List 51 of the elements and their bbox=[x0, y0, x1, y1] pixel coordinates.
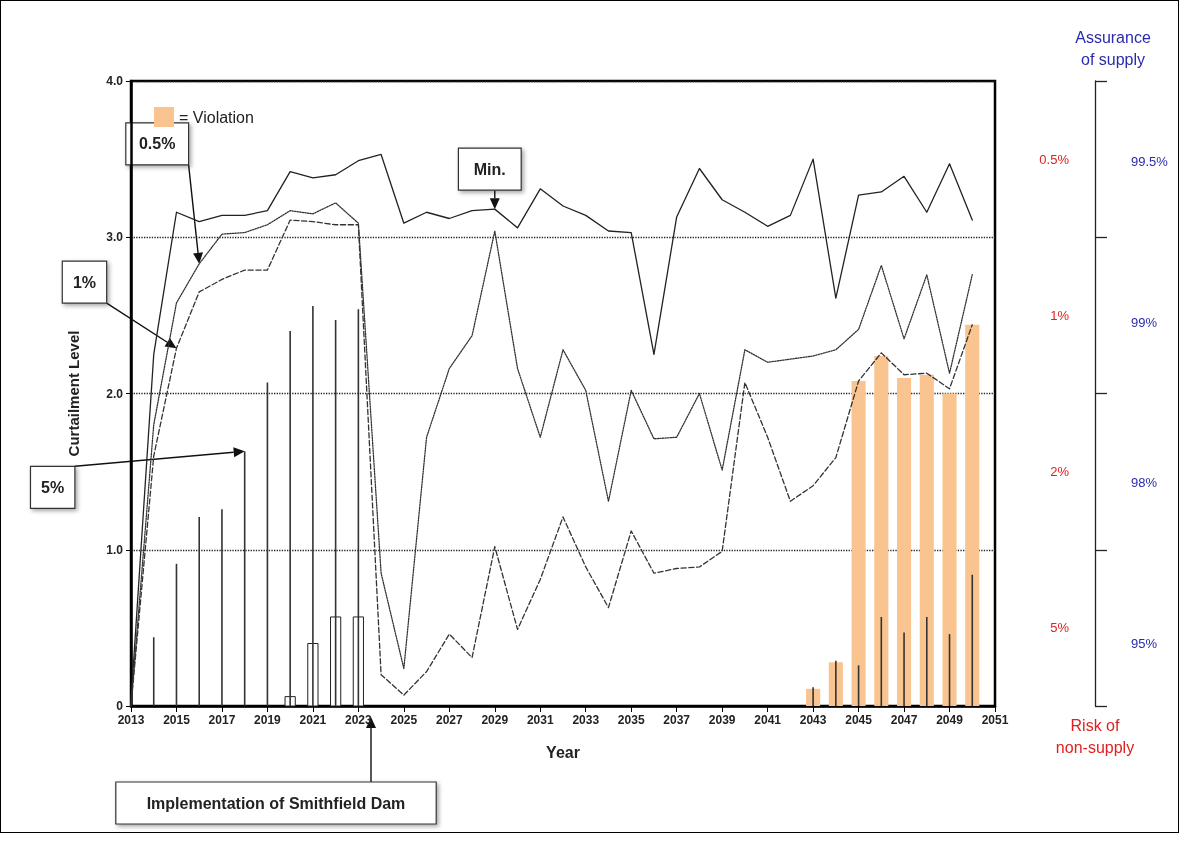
text: 99% bbox=[1131, 314, 1158, 330]
x-tick-label: 2025 bbox=[390, 713, 418, 727]
bar bbox=[965, 324, 980, 706]
x-tick-label: 2017 bbox=[208, 713, 236, 727]
x-tick-label: 2013 bbox=[117, 713, 145, 727]
y2-axis-title: Risk of non-supply bbox=[1055, 716, 1135, 756]
x-tick-label: 2019 bbox=[254, 713, 282, 727]
y-tick-label: 1.0 bbox=[106, 542, 124, 557]
x-tick-label: 2031 bbox=[526, 713, 554, 727]
text: Min. bbox=[473, 160, 506, 178]
x-tick-label: 2047 bbox=[890, 713, 918, 727]
y-tick-label: 3.0 bbox=[106, 230, 124, 245]
bar bbox=[897, 377, 912, 706]
x-tick-label: 2037 bbox=[663, 713, 691, 727]
text: 95% bbox=[1131, 635, 1158, 651]
x-tick-label: 2035 bbox=[617, 713, 645, 727]
y-tick-label: 2.0 bbox=[106, 386, 124, 401]
x-tick-label: 2027 bbox=[435, 713, 463, 727]
category-label: 5% bbox=[1050, 620, 1069, 636]
text: 98% bbox=[1131, 474, 1158, 490]
text: 99.5% bbox=[1131, 153, 1169, 169]
category-label: 0.5% bbox=[1039, 151, 1069, 167]
x-tick-label: 2039 bbox=[708, 713, 736, 727]
y-tick-label: 0 bbox=[116, 699, 124, 713]
text: 0.5% bbox=[138, 135, 176, 153]
text: Implementation of Smithfield Dam bbox=[146, 794, 406, 812]
legend-label: = Violation bbox=[179, 108, 254, 126]
x-tick-label: 2029 bbox=[481, 713, 509, 727]
bar bbox=[874, 356, 889, 706]
bar bbox=[352, 616, 364, 707]
text: 5% bbox=[41, 478, 65, 496]
x-tick-label: 2045 bbox=[845, 713, 873, 727]
y-axis-title: Curtailment Level bbox=[65, 330, 82, 457]
text: 1% bbox=[72, 273, 97, 291]
x-tick-label: 2015 bbox=[163, 713, 191, 727]
x-tick-label: 2049 bbox=[936, 713, 964, 727]
x-tick-label: 2023 bbox=[345, 713, 373, 727]
y-tick-label: 4.0 bbox=[106, 74, 124, 88]
x-tick-label: 2041 bbox=[754, 713, 782, 727]
category-label: 1% bbox=[1050, 307, 1069, 323]
bar bbox=[942, 393, 957, 706]
x-tick-label: 2033 bbox=[572, 713, 600, 727]
category-label: 2% bbox=[1050, 464, 1069, 480]
x-tick-label: 2051 bbox=[981, 713, 1009, 727]
text: Assurance of supply bbox=[1075, 28, 1151, 68]
bar bbox=[919, 374, 934, 706]
bar bbox=[851, 381, 866, 706]
x-tick-label: 2021 bbox=[299, 713, 327, 727]
x-axis-title: Year bbox=[546, 743, 580, 761]
x-tick-label: 2043 bbox=[799, 713, 827, 727]
bar bbox=[330, 616, 342, 707]
